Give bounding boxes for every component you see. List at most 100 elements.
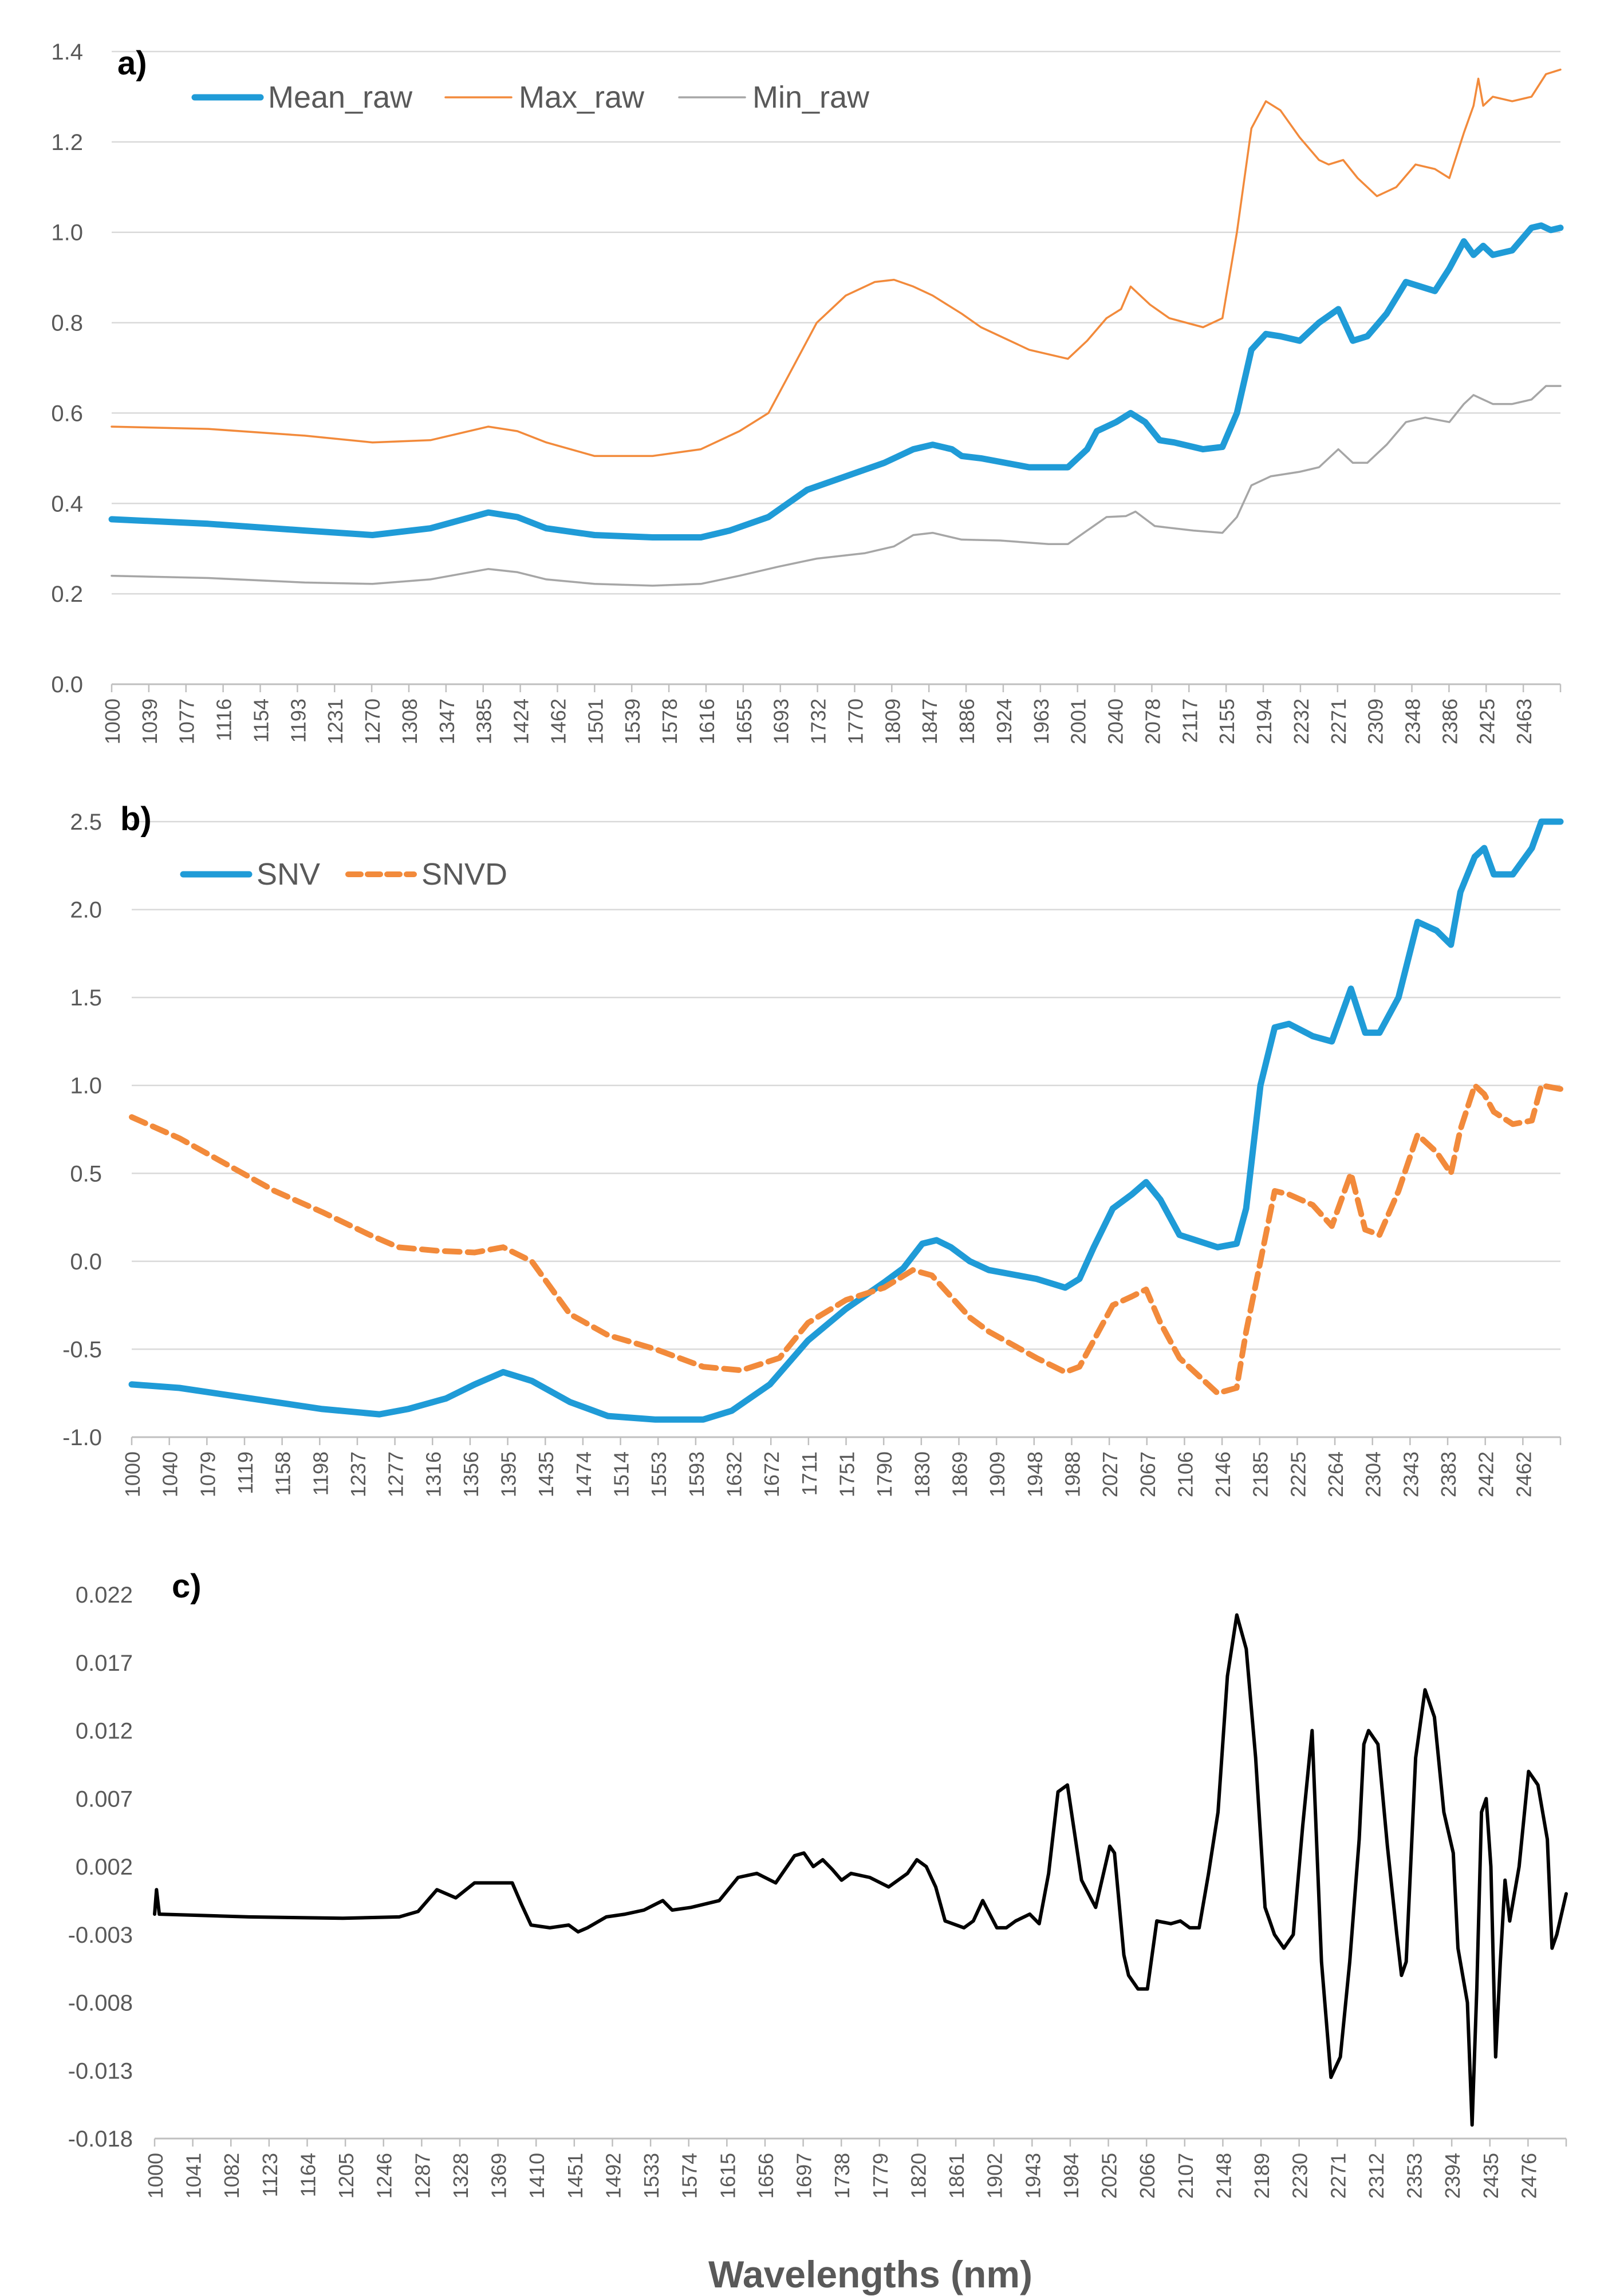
x-tick-label: 1616	[695, 699, 719, 744]
series-line-snv	[128, 818, 1564, 1423]
series-line-mean-raw	[108, 222, 1564, 541]
x-tick-label: 1615	[716, 2153, 739, 2199]
x-tick-label: 1963	[1030, 699, 1053, 744]
x-tick-label: 2422	[1475, 1451, 1498, 1497]
x-tick-label: 1501	[584, 699, 607, 744]
x-tick-label: 1779	[869, 2153, 892, 2199]
x-tick-label: 1079	[196, 1451, 219, 1497]
x-tick-label: 1578	[658, 699, 681, 744]
x-tick-label: 1328	[449, 2153, 472, 2199]
x-tick-label: 1693	[770, 699, 793, 744]
y-tick-label: -0.008	[68, 1991, 133, 2016]
x-tick-label: 1077	[175, 699, 199, 744]
legend-label: SNV	[257, 857, 320, 891]
x-tick-label: 2146	[1211, 1451, 1235, 1497]
x-tick-label: 2304	[1362, 1451, 1385, 1497]
x-tick-label: 1697	[793, 2153, 816, 2199]
x-tick-label: 2155	[1215, 699, 1239, 744]
x-tick-label: 1514	[610, 1451, 633, 1497]
x-tick-label: 1347	[435, 699, 459, 744]
x-tick-label: 1656	[754, 2153, 778, 2199]
x-tick-label: 1164	[296, 2153, 320, 2197]
x-tick-label: 2106	[1173, 1451, 1197, 1497]
x-tick-label: 1820	[906, 2153, 930, 2199]
x-tick-label: 1655	[732, 699, 756, 744]
panel-c-difference-spectrum: -0.018 -0.013 -0.008 -0.003 0.002 0.007 0.012 0…	[68, 1568, 1568, 2199]
x-tick-label: 1924	[992, 699, 1016, 744]
y-tick-label: 1.5	[70, 985, 102, 1011]
x-tick-label: 1116	[212, 699, 236, 741]
x-tick-label: 2067	[1136, 1451, 1160, 1497]
y-tick-label: 2.0	[70, 898, 102, 923]
x-tick-label: 1943	[1021, 2153, 1045, 2199]
x-tick-label: 2463	[1512, 699, 1536, 744]
x-tick-label: 1277	[384, 1451, 408, 1497]
x-tick-label: 1790	[873, 1451, 896, 1497]
legend-label: SNVD	[421, 857, 507, 891]
x-tick-label: 2348	[1401, 699, 1425, 744]
x-tick-label: 2117	[1178, 699, 1201, 743]
x-tick-label: 1287	[411, 2153, 434, 2199]
y-tick-label: -0.003	[68, 1923, 133, 1948]
x-tick-label: 1123	[258, 2153, 282, 2197]
x-tick-label: 2462	[1512, 1451, 1535, 1497]
x-tick-label: 2271	[1326, 2153, 1350, 2199]
x-tick-label: 1154	[249, 699, 273, 743]
x-tick-label: 1593	[685, 1451, 708, 1497]
x-tick-label: 1041	[182, 2153, 206, 2199]
x-tick-label: 2264	[1324, 1451, 1347, 1497]
y-tick-label: -0.5	[62, 1337, 102, 1362]
y-tick-label: 0.2	[51, 582, 83, 607]
y-tick-label: 0.0	[51, 672, 83, 697]
x-tick-label: 2394	[1441, 2153, 1464, 2199]
x-tick-label: 1356	[459, 1451, 483, 1497]
x-tick-label: 1246	[373, 2153, 396, 2199]
x-tick-label: 1988	[1061, 1451, 1084, 1497]
x-tick-label: 1198	[309, 1451, 332, 1496]
x-tick-label: 1474	[572, 1451, 596, 1497]
panel-label: c)	[172, 1568, 202, 1605]
y-tick-label: 0.0	[70, 1249, 102, 1275]
x-tick-label: 1886	[955, 699, 979, 744]
x-tick-label: 2189	[1250, 2153, 1274, 2199]
x-tick-label: 1205	[334, 2153, 358, 2199]
y-tick-label: 2.5	[70, 810, 102, 835]
x-tick-label: 1000	[121, 1451, 144, 1497]
x-tick-label: 2476	[1517, 2153, 1540, 2199]
x-tick-label: 1193	[286, 699, 310, 743]
x-tick-label: 1040	[159, 1451, 182, 1497]
x-tick-label: 2148	[1212, 2153, 1235, 2199]
x-tick-label: 1231	[324, 699, 347, 744]
x-tick-label: 2001	[1067, 699, 1090, 744]
legend-label: Max_raw	[519, 80, 645, 115]
series-line-min-raw	[111, 385, 1562, 587]
series-line-difference	[153, 1613, 1568, 2127]
x-tick-label: 1119	[234, 1451, 257, 1494]
x-tick-label: 1082	[220, 2153, 243, 2199]
x-tick-label: 1237	[346, 1451, 370, 1497]
y-tick-label: -0.018	[68, 2127, 133, 2152]
x-tick-label: 1039	[138, 699, 161, 744]
x-tick-label: 1000	[144, 2153, 167, 2199]
x-tick-label: 1711	[798, 1451, 821, 1496]
x-tick-label: 1158	[271, 1451, 295, 1496]
y-tick-label: -0.013	[68, 2058, 133, 2084]
panel-a-spectra-raw: 0.0 0.2 0.4 0.6 0.8 1.0 1.2 1.4 1000 1039 1077 1116…	[51, 40, 1564, 744]
x-tick-label: 2343	[1399, 1451, 1422, 1497]
y-tick-label: 1.0	[70, 1074, 102, 1099]
panel-label: a)	[117, 45, 147, 82]
x-tick-label: 1738	[830, 2153, 854, 2199]
series-line-snvd	[129, 1082, 1563, 1396]
x-tick-label: 1435	[534, 1451, 558, 1497]
y-tick-label: 0.002	[76, 1855, 133, 1880]
series-line-max-raw	[111, 68, 1562, 457]
x-tick-label: 2194	[1252, 699, 1276, 744]
x-tick-label: 2232	[1290, 699, 1313, 744]
x-tick-label: 1751	[835, 1451, 859, 1497]
x-tick-label: 1732	[807, 699, 830, 744]
x-tick-label: 2185	[1249, 1451, 1272, 1497]
x-tick-label: 1632	[723, 1451, 746, 1497]
x-tick-label: 1948	[1023, 1451, 1047, 1497]
